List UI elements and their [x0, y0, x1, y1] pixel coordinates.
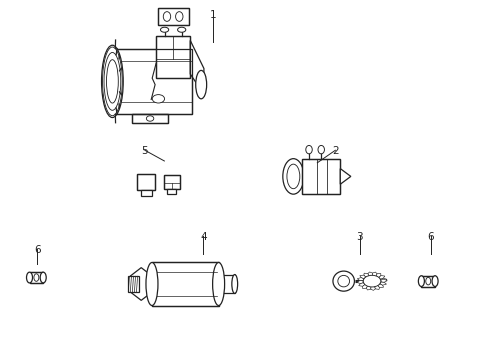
Bar	[156, 36, 190, 78]
Polygon shape	[374, 285, 380, 289]
Bar	[141, 190, 152, 195]
Text: 1: 1	[210, 10, 217, 20]
Bar	[164, 175, 179, 189]
Polygon shape	[376, 274, 381, 278]
Bar	[137, 174, 155, 190]
Ellipse shape	[213, 262, 224, 306]
Polygon shape	[367, 286, 371, 290]
Bar	[164, 175, 179, 189]
Bar	[152, 262, 219, 306]
Ellipse shape	[26, 272, 32, 283]
Polygon shape	[340, 168, 351, 184]
Polygon shape	[381, 279, 387, 282]
Polygon shape	[372, 272, 377, 276]
Bar	[421, 276, 435, 287]
Ellipse shape	[232, 275, 238, 293]
Text: 6: 6	[427, 232, 434, 242]
Ellipse shape	[175, 12, 183, 21]
Bar	[152, 262, 219, 306]
Ellipse shape	[426, 277, 431, 285]
Polygon shape	[364, 273, 369, 277]
Bar	[158, 8, 189, 24]
Bar	[156, 36, 190, 78]
Ellipse shape	[418, 276, 424, 287]
Bar	[112, 49, 192, 114]
Bar	[167, 189, 176, 194]
Ellipse shape	[161, 27, 169, 32]
Ellipse shape	[306, 145, 312, 154]
Ellipse shape	[318, 145, 324, 154]
Text: 4: 4	[200, 232, 207, 242]
Ellipse shape	[283, 159, 304, 194]
Bar	[421, 276, 435, 287]
Ellipse shape	[146, 262, 158, 306]
Bar	[112, 49, 192, 114]
Polygon shape	[359, 283, 365, 286]
Bar	[132, 114, 168, 123]
Polygon shape	[371, 286, 375, 291]
Bar	[29, 272, 43, 283]
Ellipse shape	[152, 95, 165, 103]
Bar	[219, 275, 235, 293]
Bar	[302, 159, 340, 194]
Bar	[302, 159, 340, 194]
Polygon shape	[357, 278, 364, 281]
Bar	[137, 174, 155, 190]
Ellipse shape	[147, 116, 154, 121]
Polygon shape	[357, 280, 363, 284]
Polygon shape	[380, 282, 387, 285]
Ellipse shape	[177, 27, 186, 32]
Text: 6: 6	[34, 244, 41, 255]
Bar	[132, 114, 168, 123]
Ellipse shape	[363, 275, 381, 287]
Polygon shape	[363, 284, 368, 288]
Ellipse shape	[287, 164, 300, 189]
Ellipse shape	[163, 12, 171, 21]
Polygon shape	[360, 275, 366, 279]
Polygon shape	[131, 267, 152, 300]
Polygon shape	[381, 278, 387, 281]
Text: 5: 5	[142, 146, 148, 156]
Bar	[128, 276, 139, 292]
Ellipse shape	[40, 272, 46, 283]
Bar	[29, 272, 43, 283]
Ellipse shape	[196, 71, 207, 99]
Polygon shape	[368, 272, 372, 276]
Polygon shape	[378, 284, 384, 288]
Ellipse shape	[432, 276, 438, 287]
Bar	[158, 8, 189, 24]
Text: 3: 3	[357, 232, 363, 242]
Ellipse shape	[34, 274, 39, 281]
Polygon shape	[379, 275, 385, 279]
Polygon shape	[190, 40, 204, 94]
Text: 2: 2	[332, 146, 339, 156]
Ellipse shape	[101, 45, 123, 117]
Ellipse shape	[333, 271, 354, 291]
